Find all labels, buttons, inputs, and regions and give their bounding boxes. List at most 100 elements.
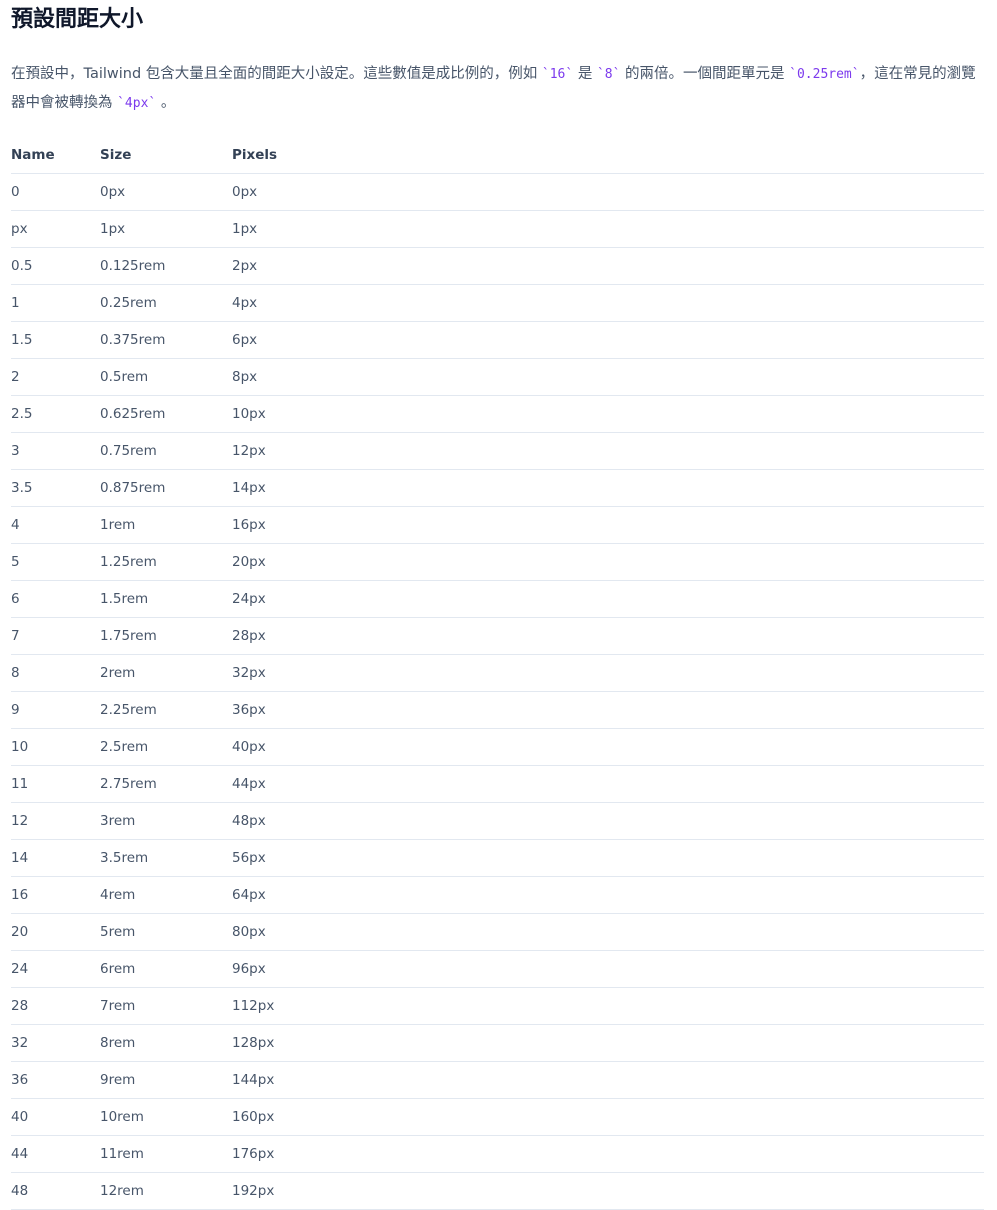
bar-cell xyxy=(331,210,984,248)
bar-cell xyxy=(331,654,984,692)
row: 32 8rem 128px xyxy=(11,1024,984,1062)
cell: 2 xyxy=(11,358,100,396)
cell: 2.25rem xyxy=(100,691,232,729)
cell: 0.75rem xyxy=(100,432,232,470)
text: 在預設中，Tailwind 包含大量且全面的間距大小設定。這些數值是成比例的，例… xyxy=(11,66,542,82)
row: 36 9rem 144px xyxy=(11,1061,984,1099)
bar-cell xyxy=(331,469,984,507)
cell: 5rem xyxy=(100,913,232,951)
column-header: Name xyxy=(11,137,100,174)
row: 4 1rem 16px xyxy=(11,506,984,544)
cell: 1.5 xyxy=(11,321,100,359)
row: 24 6rem 96px xyxy=(11,950,984,988)
cell: 16px xyxy=(232,506,331,544)
cell: 48px xyxy=(232,802,331,840)
cell: 14 xyxy=(11,839,100,877)
bar-cell xyxy=(331,358,984,396)
bar-cell xyxy=(331,839,984,877)
bar-cell xyxy=(331,1135,984,1173)
cell: 40px xyxy=(232,728,331,766)
bar-cell xyxy=(331,506,984,544)
cell: px xyxy=(11,210,100,248)
text: 的兩倍。一個間距單元是 xyxy=(620,66,790,82)
cell: 56px xyxy=(232,839,331,877)
inline-code: `4px` xyxy=(117,96,157,111)
cell: 6px xyxy=(232,321,331,359)
cell: 20 xyxy=(11,913,100,951)
cell: 112px xyxy=(232,987,331,1025)
bar-cell xyxy=(331,173,984,211)
row: 0 0px 0px xyxy=(11,173,984,211)
bar-cell xyxy=(331,580,984,618)
bar-cell xyxy=(331,950,984,988)
cell: 3 xyxy=(11,432,100,470)
cell: 1rem xyxy=(100,506,232,544)
cell: 0.25rem xyxy=(100,284,232,322)
cell: 44 xyxy=(11,1135,100,1173)
row: 3 0.75rem 12px xyxy=(11,432,984,470)
cell: 16 xyxy=(11,876,100,914)
text: 。 xyxy=(156,95,176,111)
intro: 在預設中，Tailwind 包含大量且全面的間距大小設定。這些數值是成比例的，例… xyxy=(11,60,981,118)
cell: 0 xyxy=(11,173,100,211)
cell: 5 xyxy=(11,543,100,581)
cell: 36 xyxy=(11,1061,100,1099)
cell: 24px xyxy=(232,580,331,618)
cell: 4 xyxy=(11,506,100,544)
cell: 12px xyxy=(232,432,331,470)
cell: 0px xyxy=(232,173,331,211)
bar-cell xyxy=(331,321,984,359)
cell: 7 xyxy=(11,617,100,655)
header-row: Name Size Pixels xyxy=(11,137,984,174)
inline-code: `16` xyxy=(541,67,574,82)
cell: 32px xyxy=(232,654,331,692)
cell: 2.5 xyxy=(11,395,100,433)
cell: 1.25rem xyxy=(100,543,232,581)
row: 16 4rem 64px xyxy=(11,876,984,914)
bar-cell xyxy=(331,765,984,803)
column-header xyxy=(331,137,984,174)
column-header: Size xyxy=(100,137,232,174)
cell: 7rem xyxy=(100,987,232,1025)
bar-cell xyxy=(331,247,984,285)
row: 28 7rem 112px xyxy=(11,987,984,1025)
bar-cell xyxy=(331,691,984,729)
cell: 28 xyxy=(11,987,100,1025)
cell: 20px xyxy=(232,543,331,581)
cell: 2rem xyxy=(100,654,232,692)
cell: 36px xyxy=(232,691,331,729)
cell: 80px xyxy=(232,913,331,951)
cell: 3rem xyxy=(100,802,232,840)
cell: 1px xyxy=(232,210,331,248)
row: 9 2.25rem 36px xyxy=(11,691,984,729)
cell: 3.5rem xyxy=(100,839,232,877)
bar-cell xyxy=(331,284,984,322)
cell: 11 xyxy=(11,765,100,803)
cell: 1 xyxy=(11,284,100,322)
cell: 0.875rem xyxy=(100,469,232,507)
bar-cell xyxy=(331,1172,984,1210)
cell: 24 xyxy=(11,950,100,988)
row: 48 12rem 192px xyxy=(11,1172,984,1210)
cell: 1.75rem xyxy=(100,617,232,655)
cell: 4rem xyxy=(100,876,232,914)
row: 5 1.25rem 20px xyxy=(11,543,984,581)
cell: 28px xyxy=(232,617,331,655)
cell: 0px xyxy=(100,173,232,211)
cell: 2px xyxy=(232,247,331,285)
cell: 12 xyxy=(11,802,100,840)
cell: 0.5 xyxy=(11,247,100,285)
inline-code: `8` xyxy=(596,67,621,82)
row: 44 11rem 176px xyxy=(11,1135,984,1173)
cell: 1.5rem xyxy=(100,580,232,618)
row: 7 1.75rem 28px xyxy=(11,617,984,655)
cell: 4px xyxy=(232,284,331,322)
bar-cell xyxy=(331,876,984,914)
cell: 128px xyxy=(232,1024,331,1062)
cell: 2.75rem xyxy=(100,765,232,803)
bar-cell xyxy=(331,1098,984,1136)
cell: 176px xyxy=(232,1135,331,1173)
cell: 144px xyxy=(232,1061,331,1099)
cell: 1px xyxy=(100,210,232,248)
